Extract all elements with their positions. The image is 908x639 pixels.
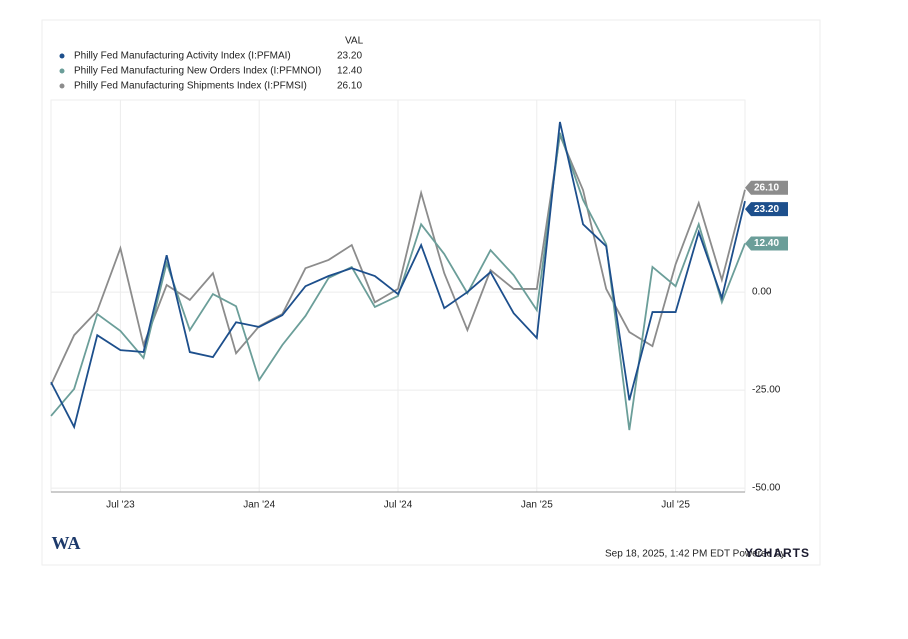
legend-label: Philly Fed Manufacturing Activity Index … (74, 51, 291, 62)
end-badge-label: 26.10 (754, 182, 779, 193)
end-badge-label: 12.40 (754, 238, 779, 249)
legend-label: Philly Fed Manufacturing Shipments Index… (74, 81, 307, 92)
legend-marker (59, 83, 65, 89)
legend-value: 23.20 (337, 51, 362, 62)
end-badge (745, 202, 788, 217)
legend-value: 12.40 (337, 66, 362, 77)
footer: Sep 18, 2025, 1:42 PM EDT Powered by (605, 549, 785, 560)
x-tick-label: Jul '23 (106, 500, 135, 511)
brand: YCHARTS (745, 546, 810, 560)
legend-marker (59, 53, 65, 59)
legend-marker (59, 68, 65, 74)
x-tick-label: Jan '25 (521, 500, 553, 511)
end-badge-label: 23.20 (754, 204, 779, 215)
series-line (50, 121, 746, 430)
x-tick-label: Jan '24 (243, 500, 275, 511)
end-badge (745, 236, 788, 251)
y-tick-label: -25.00 (752, 385, 781, 396)
y-tick-label: 0.00 (752, 287, 772, 298)
series-line (50, 131, 746, 386)
legend-label: Philly Fed Manufacturing New Orders Inde… (74, 66, 321, 77)
legend-value: 26.10 (337, 81, 362, 92)
series-line (50, 132, 746, 431)
x-tick-label: Jul '24 (384, 500, 413, 511)
end-badge (745, 180, 788, 195)
x-tick-label: Jul '25 (661, 500, 690, 511)
legend-header: VAL (345, 36, 364, 47)
logo: WA (51, 533, 80, 553)
y-tick-label: -50.00 (752, 483, 781, 494)
